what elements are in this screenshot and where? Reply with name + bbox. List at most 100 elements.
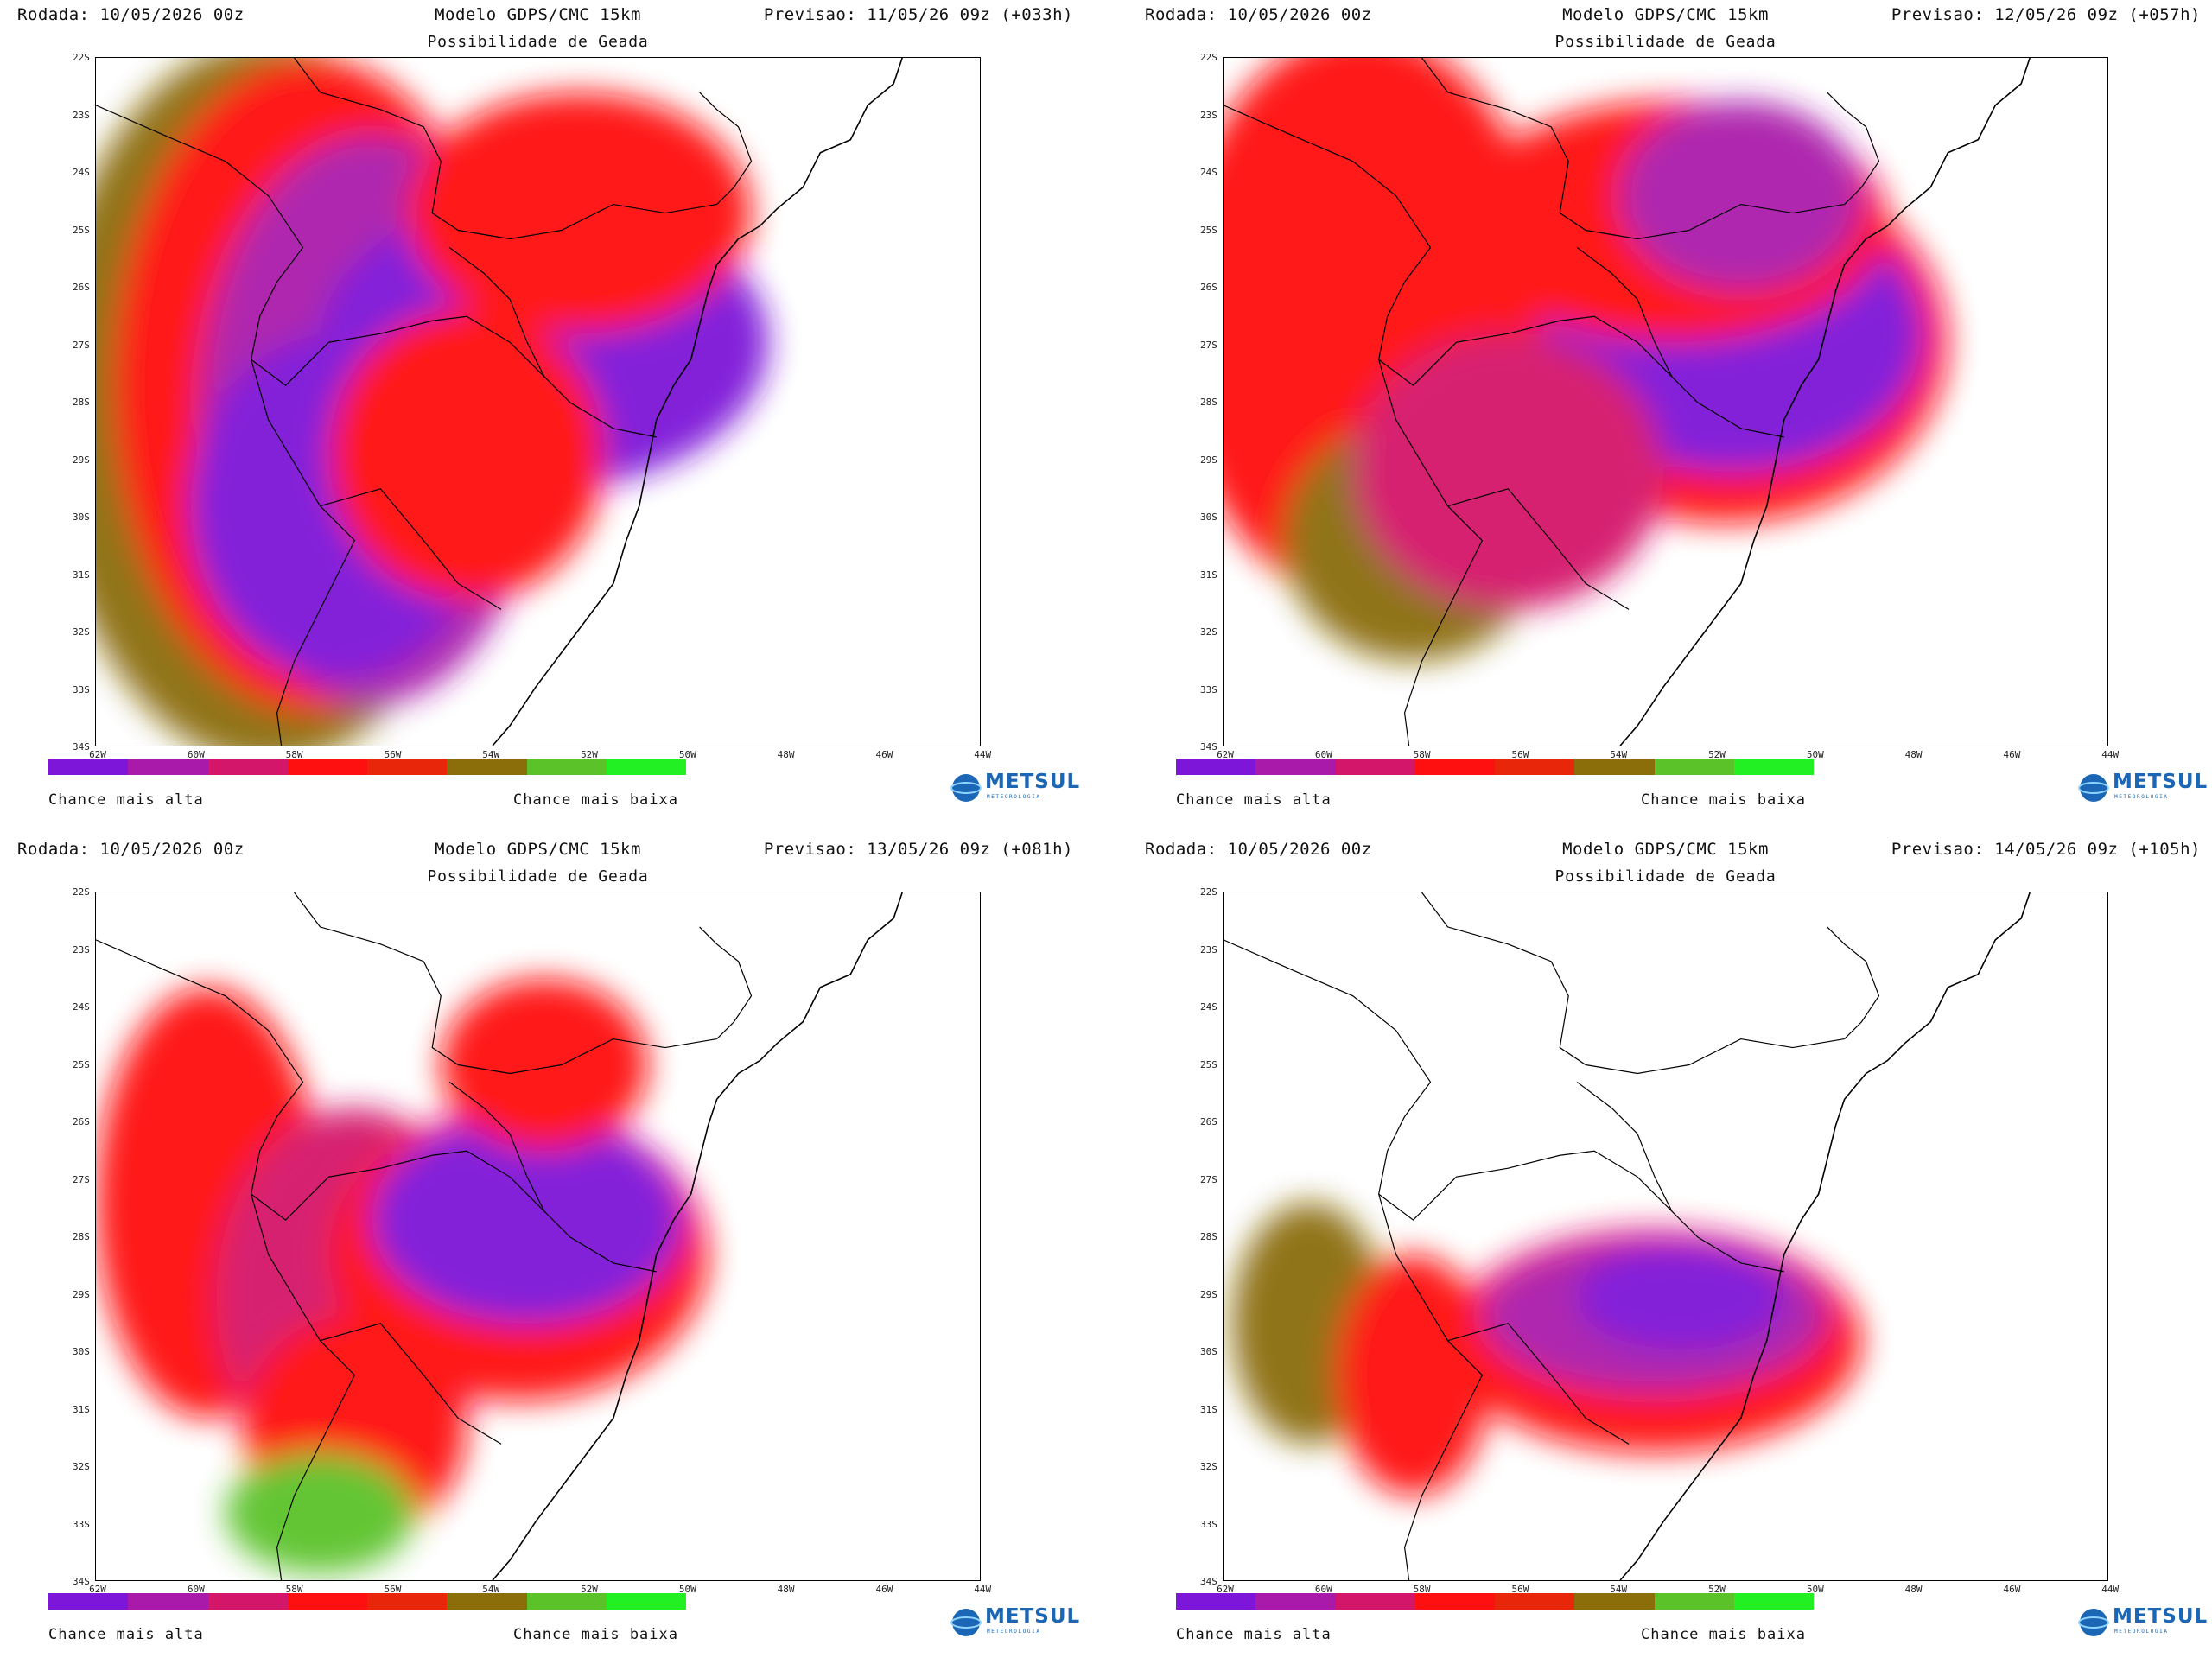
border-line bbox=[96, 105, 304, 360]
run-time-label: Rodada: 10/05/2026 00z bbox=[17, 5, 245, 24]
forecast-panel: Rodada: 10/05/2026 00z Modelo GDPS/CMC 15… bbox=[1128, 835, 2212, 1664]
logo-wordmark: METSUL bbox=[2113, 1605, 2209, 1628]
latitude-tick-label: 31S bbox=[1200, 1403, 1217, 1415]
longitude-tick-label: 60W bbox=[1314, 1584, 1332, 1595]
longitude-tick-label: 44W bbox=[974, 749, 992, 760]
longitude-tick-label: 46W bbox=[875, 1584, 893, 1595]
latitude-tick-label: 26S bbox=[1200, 282, 1217, 293]
border-line bbox=[96, 939, 304, 1195]
legend-swatch bbox=[367, 759, 448, 775]
legend-low-label: Chance mais baixa bbox=[1641, 791, 1806, 809]
longitude-tick-label: 50W bbox=[678, 1584, 696, 1595]
legend-swatch bbox=[207, 759, 288, 775]
logo-subtext: METEOROLOGIA bbox=[987, 794, 1041, 800]
longitude-tick-label: 54W bbox=[482, 1584, 500, 1595]
border-line bbox=[320, 488, 502, 610]
latitude-tick-label: 29S bbox=[73, 454, 90, 466]
border-line bbox=[251, 315, 657, 438]
metsul-logo: METSUL METEOROLOGIA bbox=[950, 1605, 1080, 1640]
color-scale-legend bbox=[1176, 1593, 1814, 1610]
logo-wordmark: METSUL bbox=[2113, 771, 2209, 793]
run-time-label: Rodada: 10/05/2026 00z bbox=[1145, 840, 1372, 859]
latitude-tick-label: 33S bbox=[73, 683, 90, 695]
longitude-tick-label: 56W bbox=[1511, 749, 1529, 760]
latitude-tick-label: 30S bbox=[1200, 511, 1217, 523]
legend-swatch bbox=[447, 1593, 527, 1610]
latitude-tick-label: 26S bbox=[1200, 1116, 1217, 1127]
border-line bbox=[1421, 58, 1845, 240]
legend-swatch bbox=[606, 1593, 686, 1610]
coastline bbox=[492, 58, 903, 746]
legend-swatch bbox=[1654, 759, 1734, 775]
map-subtitle: Possibilidade de Geada bbox=[1554, 867, 1777, 886]
latitude-tick-label: 32S bbox=[1200, 1461, 1217, 1472]
logo-wordmark: METSUL bbox=[985, 771, 1081, 793]
longitude-tick-label: 48W bbox=[777, 1584, 795, 1595]
legend-swatch bbox=[1574, 759, 1655, 775]
border-line bbox=[294, 58, 717, 240]
latitude-tick-label: 32S bbox=[1200, 626, 1217, 638]
metsul-logo: METSUL METEOROLOGIA bbox=[2078, 771, 2208, 805]
latitude-tick-label: 28S bbox=[1200, 397, 1217, 408]
latitude-tick-label: 27S bbox=[1200, 1173, 1217, 1185]
logo-subtext: METEOROLOGIA bbox=[2114, 1629, 2169, 1635]
legend-swatch bbox=[1255, 759, 1336, 775]
forecast-panel: Rodada: 10/05/2026 00z Modelo GDPS/CMC 15… bbox=[0, 0, 1106, 829]
border-line bbox=[1576, 1081, 1673, 1212]
legend-swatch bbox=[1176, 1593, 1256, 1610]
longitude-tick-label: 48W bbox=[777, 749, 795, 760]
forecast-panel: Rodada: 10/05/2026 00z Modelo GDPS/CMC 15… bbox=[0, 835, 1106, 1664]
run-time-label: Rodada: 10/05/2026 00z bbox=[1145, 5, 1372, 24]
coastline bbox=[492, 892, 903, 1580]
frost-probability-map bbox=[1223, 57, 2108, 746]
latitude-tick-label: 22S bbox=[73, 886, 90, 898]
logo-wordmark: METSUL bbox=[985, 1605, 1081, 1628]
legend-swatch bbox=[48, 1593, 129, 1610]
legend-swatch bbox=[1335, 759, 1415, 775]
run-time-label: Rodada: 10/05/2026 00z bbox=[17, 840, 245, 859]
map-subtitle: Possibilidade de Geada bbox=[427, 867, 649, 886]
legend-swatch bbox=[1335, 1593, 1415, 1610]
longitude-tick-label: 60W bbox=[187, 749, 205, 760]
legend-swatch bbox=[1414, 1593, 1495, 1610]
latitude-tick-label: 30S bbox=[73, 1346, 90, 1357]
border-line bbox=[1421, 892, 1845, 1075]
latitude-tick-label: 31S bbox=[73, 568, 90, 581]
latitude-tick-label: 33S bbox=[1200, 683, 1217, 695]
coastline bbox=[1619, 58, 2031, 746]
longitude-tick-label: 46W bbox=[2003, 1584, 2021, 1595]
map-subtitle: Possibilidade de Geada bbox=[1554, 33, 1777, 51]
longitude-tick-label: 50W bbox=[1806, 749, 1824, 760]
border-line bbox=[251, 359, 356, 746]
legend-low-label: Chance mais baixa bbox=[1641, 1626, 1806, 1643]
latitude-tick-label: 28S bbox=[73, 397, 90, 408]
legend-swatch bbox=[367, 1593, 448, 1610]
longitude-tick-label: 54W bbox=[1610, 1584, 1628, 1595]
forecast-time-label: Previsao: 11/05/26 09z (+033h) bbox=[763, 5, 1073, 24]
legend-high-label: Chance mais alta bbox=[48, 791, 204, 809]
legend-swatch bbox=[1654, 1593, 1734, 1610]
longitude-tick-label: 56W bbox=[1511, 1584, 1529, 1595]
border-line bbox=[1224, 939, 1432, 1195]
latitude-tick-label: 24S bbox=[73, 167, 90, 178]
border-line bbox=[448, 246, 545, 378]
legend-swatch bbox=[1176, 759, 1256, 775]
latitude-tick-label: 28S bbox=[1200, 1231, 1217, 1242]
latitude-tick-label: 33S bbox=[1200, 1518, 1217, 1530]
forecast-time-label: Previsao: 13/05/26 09z (+081h) bbox=[763, 840, 1073, 859]
longitude-tick-label: 54W bbox=[482, 749, 500, 760]
latitude-tick-label: 23S bbox=[73, 943, 90, 956]
longitude-tick-label: 46W bbox=[875, 749, 893, 760]
border-line bbox=[699, 92, 753, 205]
latitude-tick-label: 30S bbox=[73, 511, 90, 523]
longitude-tick-label: 46W bbox=[2003, 749, 2021, 760]
longitude-tick-label: 58W bbox=[1413, 749, 1431, 760]
longitude-tick-label: 48W bbox=[1904, 749, 1923, 760]
latitude-tick-label: 32S bbox=[73, 626, 90, 638]
latitude-tick-label: 25S bbox=[73, 224, 90, 236]
legend-swatch bbox=[606, 759, 686, 775]
legend-swatch bbox=[447, 759, 527, 775]
border-line bbox=[1447, 1323, 1630, 1445]
metsul-logo: METSUL METEOROLOGIA bbox=[2078, 1605, 2208, 1640]
latitude-tick-label: 25S bbox=[73, 1058, 90, 1070]
